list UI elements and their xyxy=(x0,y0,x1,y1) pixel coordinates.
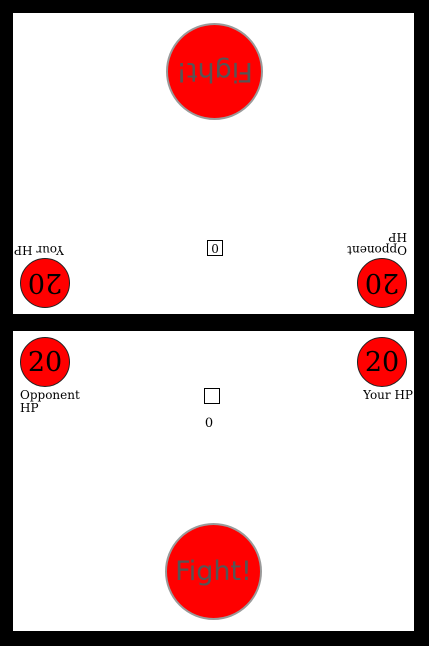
bottom-your-hp-value: 20 xyxy=(357,337,407,387)
bottom-player-panel: 20 Opponent HP 20 Your HP 0 Fight! xyxy=(13,331,414,631)
top-your-hp-label: Your HP xyxy=(14,243,64,257)
top-counter-box[interactable]: 0 xyxy=(207,240,223,256)
top-player-panel: 20 Opponent HP 20 Your HP 0 Fight! xyxy=(13,13,414,314)
bottom-counter-value: 0 xyxy=(204,416,214,431)
bottom-your-hp-label: Your HP xyxy=(363,388,413,402)
bottom-counter-box[interactable] xyxy=(204,388,220,404)
top-opponent-hp-label: Opponent HP xyxy=(347,230,407,257)
top-fight-button[interactable]: Fight! xyxy=(166,23,263,120)
top-your-hp-value: 20 xyxy=(20,258,70,308)
bottom-fight-button[interactable]: Fight! xyxy=(165,523,262,620)
bottom-opponent-hp-value: 20 xyxy=(20,337,70,387)
bottom-opponent-hp-label: Opponent HP xyxy=(20,388,80,415)
top-opponent-hp-value: 20 xyxy=(357,258,407,308)
